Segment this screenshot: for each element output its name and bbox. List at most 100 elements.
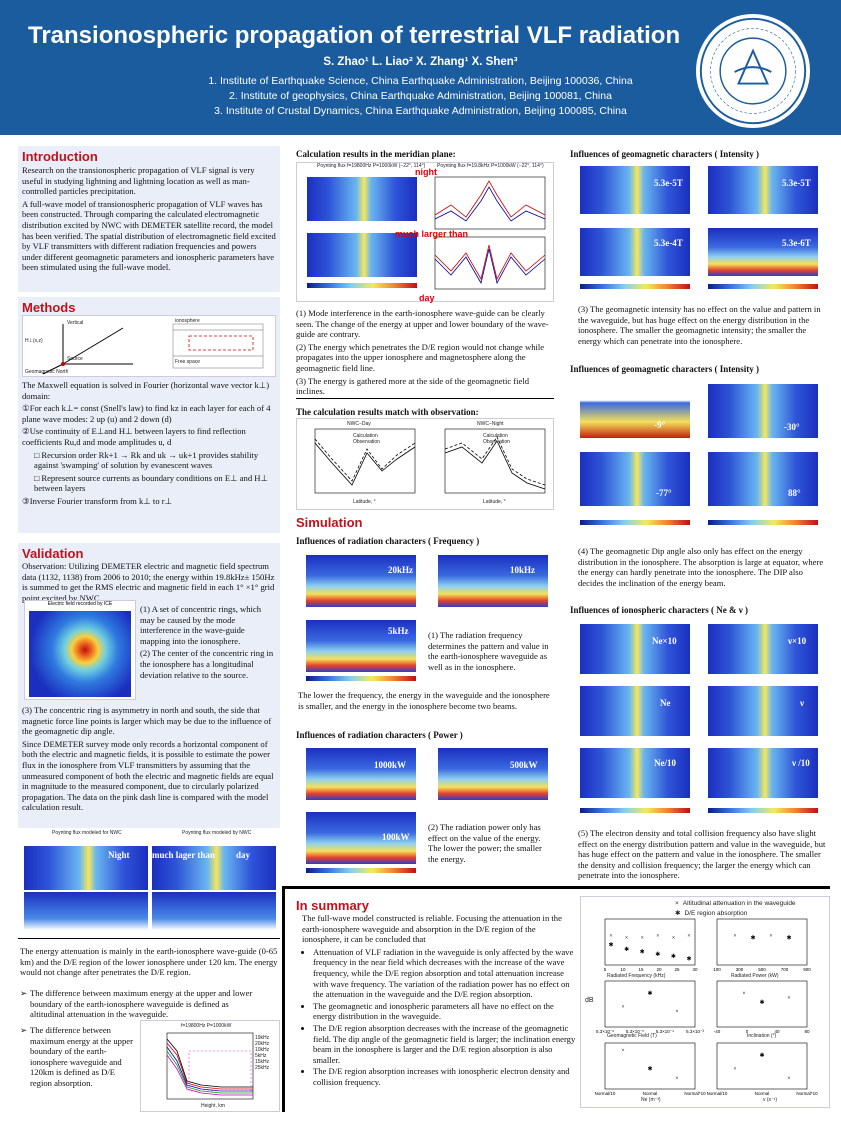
validation-title: Validation — [22, 546, 84, 561]
waveguide-point: × — [656, 933, 659, 939]
summary-divider-left — [282, 886, 285, 1112]
poynting-title-1: Poynting flux modeled for NWC — [52, 830, 122, 836]
summary-tick-label: 10 — [620, 967, 626, 972]
poynting-day-map — [152, 846, 276, 890]
ice-map-heat — [29, 611, 131, 697]
summary-bullet-2: The geomagnetic and ionospheric paramete… — [313, 1001, 576, 1022]
summary-marker: ✱ — [647, 990, 652, 997]
match-xlabel-2: Latitude, ° — [483, 499, 506, 505]
iono-map-v10: ν×10 — [708, 624, 818, 674]
match-legend-2: Calculation Observation — [483, 433, 510, 445]
summary-marker: × — [621, 1005, 624, 1011]
summary-tick-label: 100 — [713, 967, 721, 972]
summary-marker: × — [742, 991, 745, 997]
summary-panel-frame — [716, 918, 808, 966]
colorbar — [580, 520, 690, 525]
intro-paragraph-1: Research on the transionospheric propaga… — [22, 165, 255, 197]
summary-tick-label: 30 — [692, 967, 698, 972]
iono-label-v: ν — [800, 698, 805, 708]
summary-bullet-1: Attenuation of VLF radiation in the wave… — [313, 947, 576, 1000]
iono-label-ne: Ne — [660, 698, 671, 708]
diagram-label-north: Geomagnetic North — [25, 369, 69, 375]
summary-panel-frame — [604, 918, 696, 966]
colorbar — [708, 808, 818, 813]
colorbar — [306, 676, 416, 681]
summary-tick-label: 300 — [736, 967, 744, 972]
summary-panel-frame — [716, 1042, 808, 1090]
poster-title: Transionospheric propagation of terrestr… — [28, 22, 681, 49]
summary-xlabel-5: Ne (m⁻³) — [641, 1097, 661, 1103]
poynting-day-lower — [152, 892, 276, 930]
legend-item: 10kHz — [255, 1047, 270, 1053]
summary-ylabel: dB — [585, 997, 594, 1004]
freq-title: Influences of radiation characters ( Fre… — [296, 536, 480, 546]
label-much-larger: much larger than — [395, 229, 469, 239]
summary-xlabel-2: Radiated Power (kW) — [731, 973, 779, 979]
introduction-panel — [18, 146, 280, 292]
attenuation-bullet-2: ➢ The difference between maximum energy … — [20, 1025, 135, 1089]
power-500kw-map: 500kW — [438, 748, 548, 800]
geomag-map-4: 5.3e-6T — [708, 228, 818, 276]
power-100kw-map: 100kW — [306, 812, 416, 864]
attenuation-bullet-1: ➢ The difference between maximum energy … — [20, 988, 265, 1020]
iono-label-ne-div10: Ne/10 — [654, 758, 676, 768]
attenuation-text: The energy attenuation is mainly in the … — [20, 946, 278, 978]
iono-note: (5) The electron density and total colli… — [578, 828, 826, 881]
divider — [18, 938, 280, 939]
power-note: (2) The radiation power only has effect … — [428, 822, 542, 864]
waveguide-point: × — [641, 936, 644, 942]
summary-tick-label: 900 — [803, 967, 811, 972]
match-chart-night: NWC−Night — [477, 421, 504, 427]
summary-panel-frame — [716, 980, 808, 1028]
dip-label-3: -77° — [656, 488, 672, 498]
summary-scatter: 5 10 15 20 25 30 100 300 500 700 900 5.3×10⁻⁶ 5.3×10… — [595, 918, 818, 1096]
de-absorption-point: ✱ — [624, 946, 629, 953]
methods-diagram: Vertical H⊥(x,z) Source Geomagnetic Nort… — [22, 315, 276, 377]
legend-item: D/E region absorption — [684, 910, 748, 917]
summary-text: The full-wave model constructed is relia… — [302, 913, 576, 1089]
summary-tick-label: Normal — [755, 1091, 770, 1096]
geomag-map-3: 5.3e-4T — [580, 228, 690, 276]
summary-tick-label: Normal — [643, 1091, 658, 1096]
label-night: Night — [108, 850, 130, 860]
label-much-lager: much lager than — [152, 850, 215, 860]
summary-panel-frame — [604, 1042, 696, 1090]
validation-note-1: (1) A set of concentric rings, which may… — [140, 604, 261, 646]
divider — [296, 398, 554, 399]
geomag-label-1: 5.3e-5T — [654, 178, 683, 188]
poynting-figures: Poynting flux modeled for NWC Poynting f… — [22, 830, 280, 934]
affiliation-1: 1. Institute of Earthquake Science, Chin… — [208, 75, 633, 87]
summary-marker: ✱ — [786, 935, 791, 942]
geomag-map-1: 5.3e-5T — [580, 166, 690, 214]
legend-item: Calculation — [353, 433, 378, 439]
arrow-icon: ➢ — [20, 1025, 28, 1035]
meridian-notes: (1) Mode interference in the earth-ionos… — [296, 308, 554, 399]
power-1000kw-map: 1000kW — [306, 748, 416, 800]
authors: S. Zhao¹ L. Liao² X. Zhang¹ X. Shen³ — [323, 56, 518, 68]
waveguide-point: × — [609, 933, 612, 939]
summary-tick-label: 80 — [804, 1029, 810, 1034]
meridian-night-map — [307, 177, 417, 221]
methods-step-1: ①For each k⊥= const (Snell's law) to fin… — [22, 403, 271, 424]
de-absorption-point: ✱ — [640, 949, 645, 956]
label-day: day — [236, 850, 251, 860]
match-figure: NWC−Day NWC−Night Calculation Observatio… — [296, 418, 554, 510]
freq-label-10khz: 10kHz — [510, 565, 536, 575]
geomag-intensity-title: Influences of geomagnetic characters ( I… — [570, 149, 759, 159]
attenuation-chart: f=19800Hz P=1000kW Height, km 19kHz 20kH… — [140, 1020, 280, 1112]
summary-tick-label: Normal/10 — [595, 1091, 616, 1096]
legend-item: Altitudinal attenuation in the waveguide — [682, 900, 796, 907]
iono-map-v-div10: ν /10 — [708, 748, 818, 798]
meridian-title: Calculation results in the meridian plan… — [296, 149, 456, 159]
legend-item: Observation — [483, 439, 510, 445]
summary-xlabel-4: Inclination (°) — [747, 1033, 777, 1039]
validation-note-2: (2) The center of the concentric ring in… — [140, 648, 274, 680]
summary-bullet-4: The D/E region absorption increases with… — [313, 1066, 576, 1087]
summary-marker: × — [621, 1048, 624, 1054]
dip-map-2: -30° — [708, 384, 818, 438]
summary-marker: ✱ — [759, 1052, 764, 1059]
summary-marker: × — [675, 1009, 678, 1015]
summary-tick-label: Normal/10 — [707, 1091, 728, 1096]
iono-map-ne-div10: Ne/10 — [580, 748, 690, 798]
legend-item: 25kHz — [255, 1065, 270, 1071]
